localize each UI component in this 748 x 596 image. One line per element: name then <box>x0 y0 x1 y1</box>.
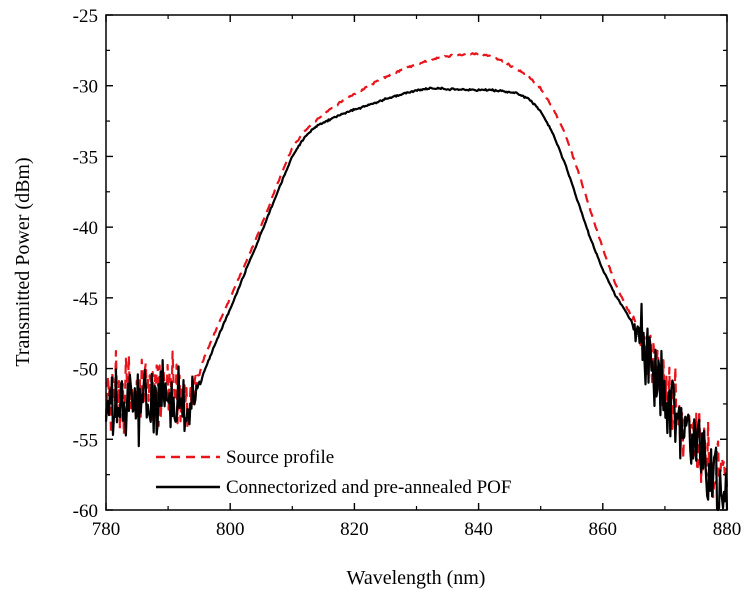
x-tick-label: 880 <box>713 519 742 540</box>
ticks: 780 800 820 840 860 880 -60 -55 -50 -45 -40 -35 -30 -… <box>73 6 742 540</box>
y-tick-label: -30 <box>73 77 98 98</box>
plot-frame <box>105 14 728 511</box>
x-tick-label: 800 <box>216 519 245 540</box>
legend-label-1: Source profile <box>226 447 334 468</box>
y-tick-label: -40 <box>73 218 98 239</box>
legend-label-2: Connectorized and pre-annealed POF <box>226 477 511 498</box>
x-tick-label: 840 <box>464 519 493 540</box>
x-axis-label: Wavelength (nm) <box>347 567 486 589</box>
series-line-2 <box>104 86 729 512</box>
legend: Source profile Connectorized and pre-anne… <box>156 447 511 498</box>
x-tick-label: 780 <box>92 519 121 540</box>
y-tick-label: -25 <box>73 6 98 27</box>
plot-lines <box>104 52 729 512</box>
y-tick-label: -60 <box>73 501 98 522</box>
x-tick-label: 860 <box>589 519 618 540</box>
series-line-1 <box>104 52 729 499</box>
x-tick-label: 820 <box>340 519 369 540</box>
y-tick-label: -55 <box>73 430 98 451</box>
y-tick-label: -50 <box>73 360 98 381</box>
y-tick-label: -45 <box>73 289 98 310</box>
y-tick-label: -35 <box>73 147 98 168</box>
y-axis-label: Transmitted Power (dBm) <box>12 157 34 366</box>
